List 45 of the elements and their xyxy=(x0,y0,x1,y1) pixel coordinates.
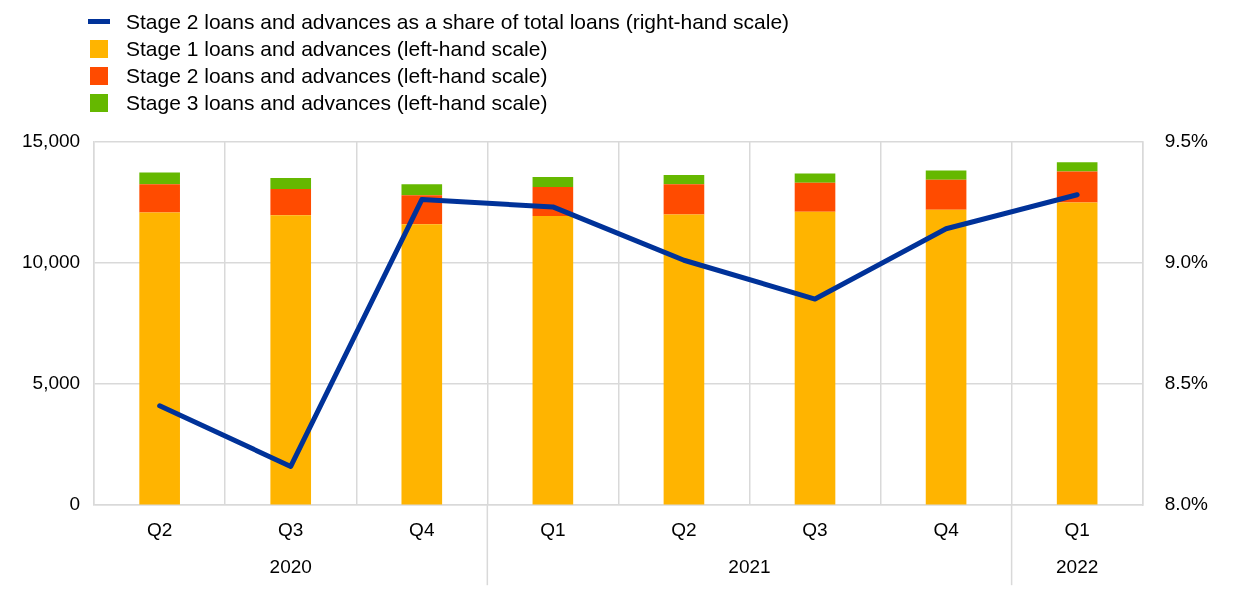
bar xyxy=(663,175,705,185)
bar xyxy=(1056,202,1098,505)
bar xyxy=(1056,162,1098,172)
bar xyxy=(270,178,312,189)
bar xyxy=(139,184,180,213)
bar xyxy=(139,212,180,505)
y-tick-label: 15,000 xyxy=(21,129,81,151)
x-tick-label: Q1 xyxy=(540,518,566,540)
y-tick-label: 5,000 xyxy=(32,372,81,394)
bar xyxy=(794,173,836,183)
x-tick-label: Q2 xyxy=(146,518,173,540)
y-tick-label: 10,000 xyxy=(21,250,81,272)
bar xyxy=(139,172,180,185)
x-tick-label: Q2 xyxy=(671,518,697,540)
bar xyxy=(401,184,443,196)
bar xyxy=(270,215,312,505)
legend-label: Stage 1 loans and advances (left-hand scale) xyxy=(126,36,548,62)
bar xyxy=(794,211,836,505)
x-tick-label: Q4 xyxy=(409,518,435,540)
text: 2022 xyxy=(1056,556,1099,578)
x-tick-label: Q3 xyxy=(802,518,828,540)
text: 2021 xyxy=(728,556,771,578)
legend-label: Stage 2 loans and advances (left-hand scale) xyxy=(126,63,548,89)
y2-tick-label: 8.5% xyxy=(1164,372,1209,394)
y2-tick-label: 9.0% xyxy=(1164,250,1209,272)
y2-tick-label: 8.0% xyxy=(1164,493,1209,515)
text: 2020 xyxy=(269,556,312,578)
bar xyxy=(925,179,967,210)
bar xyxy=(1056,171,1098,203)
x-tick-label: Q4 xyxy=(933,518,960,540)
bar xyxy=(925,209,967,505)
bar xyxy=(270,188,312,216)
y-tick-label: 0 xyxy=(69,493,81,515)
x-tick-label: Q3 xyxy=(278,518,304,540)
bar xyxy=(532,216,574,505)
bar xyxy=(532,177,574,187)
x-tick-label: Q1 xyxy=(1064,518,1090,540)
bar xyxy=(401,224,443,505)
bar xyxy=(925,170,967,180)
legend-label: Stage 3 loans and advances (left-hand scale) xyxy=(126,90,548,116)
legend-label: Stage 2 loans and advances as a share of total loans (right-hand scale) xyxy=(126,9,790,35)
bar xyxy=(794,182,836,212)
y2-tick-label: 9.5% xyxy=(1164,129,1209,151)
bar xyxy=(663,184,705,215)
bar xyxy=(663,214,705,505)
